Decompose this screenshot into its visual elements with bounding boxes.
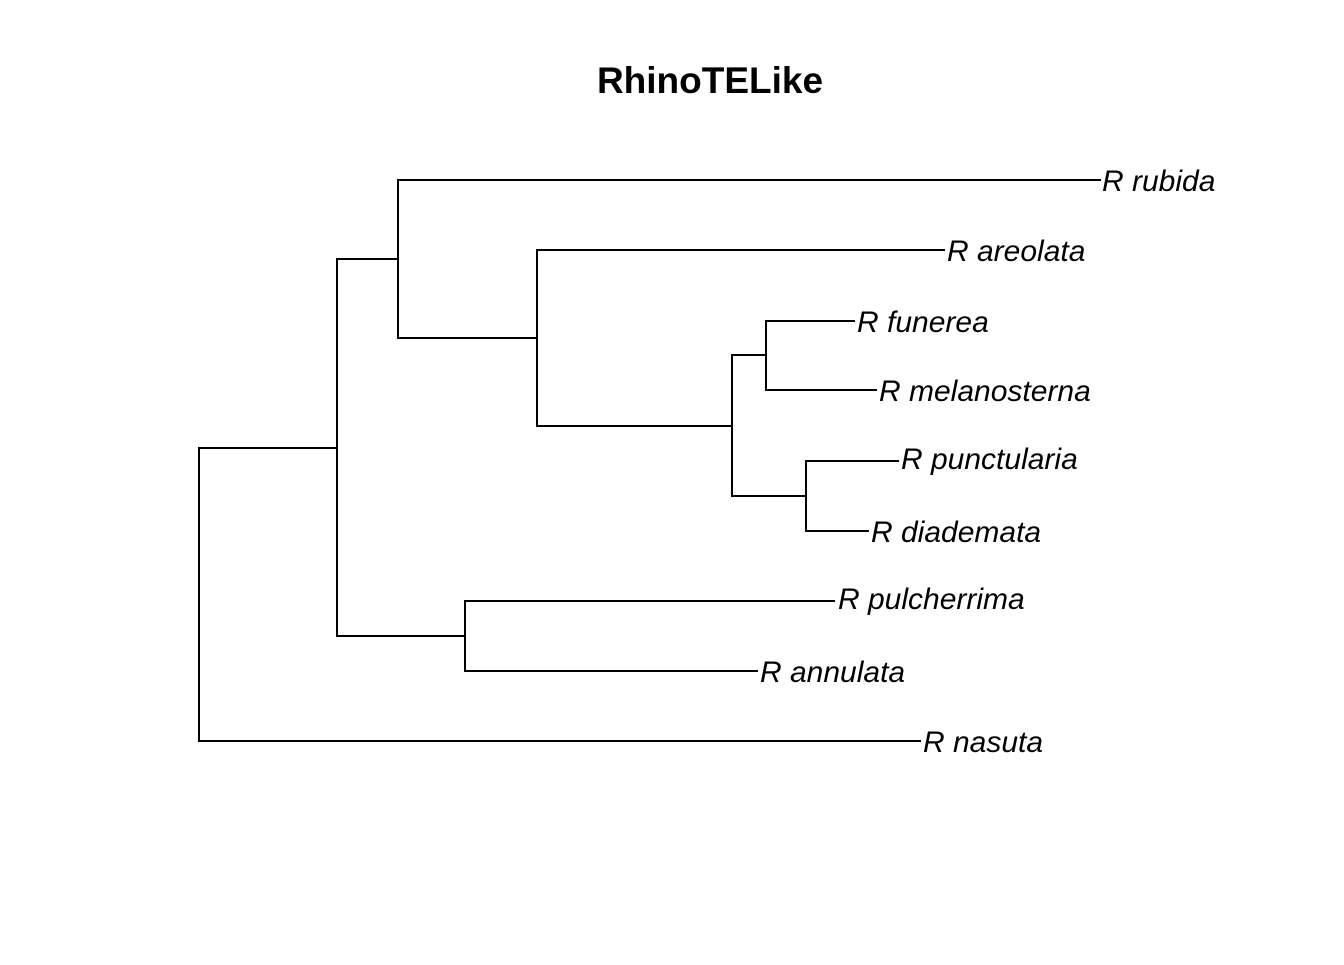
tip-label-nasuta: R nasuta — [923, 726, 1043, 759]
tip-label-areolata: R areolata — [947, 235, 1085, 268]
tip-label-punctularia: R punctularia — [901, 443, 1078, 476]
tip-label-pulcherrima: R pulcherrima — [838, 583, 1025, 616]
tip-label-melanosterna: R melanosterna — [879, 375, 1091, 408]
tree-title: RhinoTELike — [597, 60, 823, 101]
tip-label-diademata: R diademata — [871, 516, 1041, 549]
tree-branches — [198, 179, 1101, 742]
tip-labels: R rubida R areolata R funerea R melanost… — [760, 165, 1215, 759]
tip-label-annulata: R annulata — [760, 656, 905, 689]
tip-label-funerea: R funerea — [857, 306, 989, 339]
tip-label-rubida: R rubida — [1102, 165, 1215, 198]
